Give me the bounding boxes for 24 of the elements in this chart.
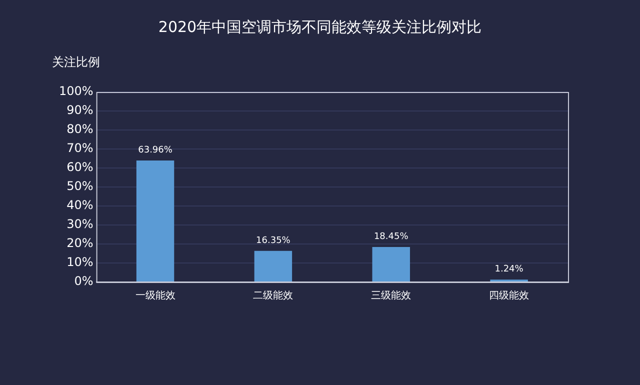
x-tick-label: 二级能效 [253,290,294,302]
y-tick-label: 60% [66,160,94,174]
bar [254,250,292,282]
bar [372,246,410,282]
y-tick-label: 30% [66,217,94,232]
bar [136,160,174,282]
chart-title: 2020年中国空调市场不同能效等级关注比例对比 [157,18,483,37]
y-tick-label: 0% [74,274,94,288]
y-tick-label: 50% [66,179,94,194]
y-tick-label: 10% [66,255,94,270]
x-tick-label: 一级能效 [135,290,176,302]
data-label: 18.45% [374,232,409,242]
x-tick-label: 四级能效 [489,290,530,302]
y-tick-label: 100% [58,84,94,98]
y-tick-label: 90% [66,103,94,118]
data-label: 63.96% [138,145,173,156]
y-tick-label: 80% [66,122,94,136]
y-axis-title: 关注比例 [52,54,100,71]
x-tick-label: 三级能效 [371,290,412,302]
y-tick-label: 20% [66,236,94,250]
data-label: 16.35% [256,236,291,246]
data-label: 1.24% [494,264,524,274]
y-tick-label: 70% [66,141,94,156]
y-tick-label: 40% [66,198,94,212]
